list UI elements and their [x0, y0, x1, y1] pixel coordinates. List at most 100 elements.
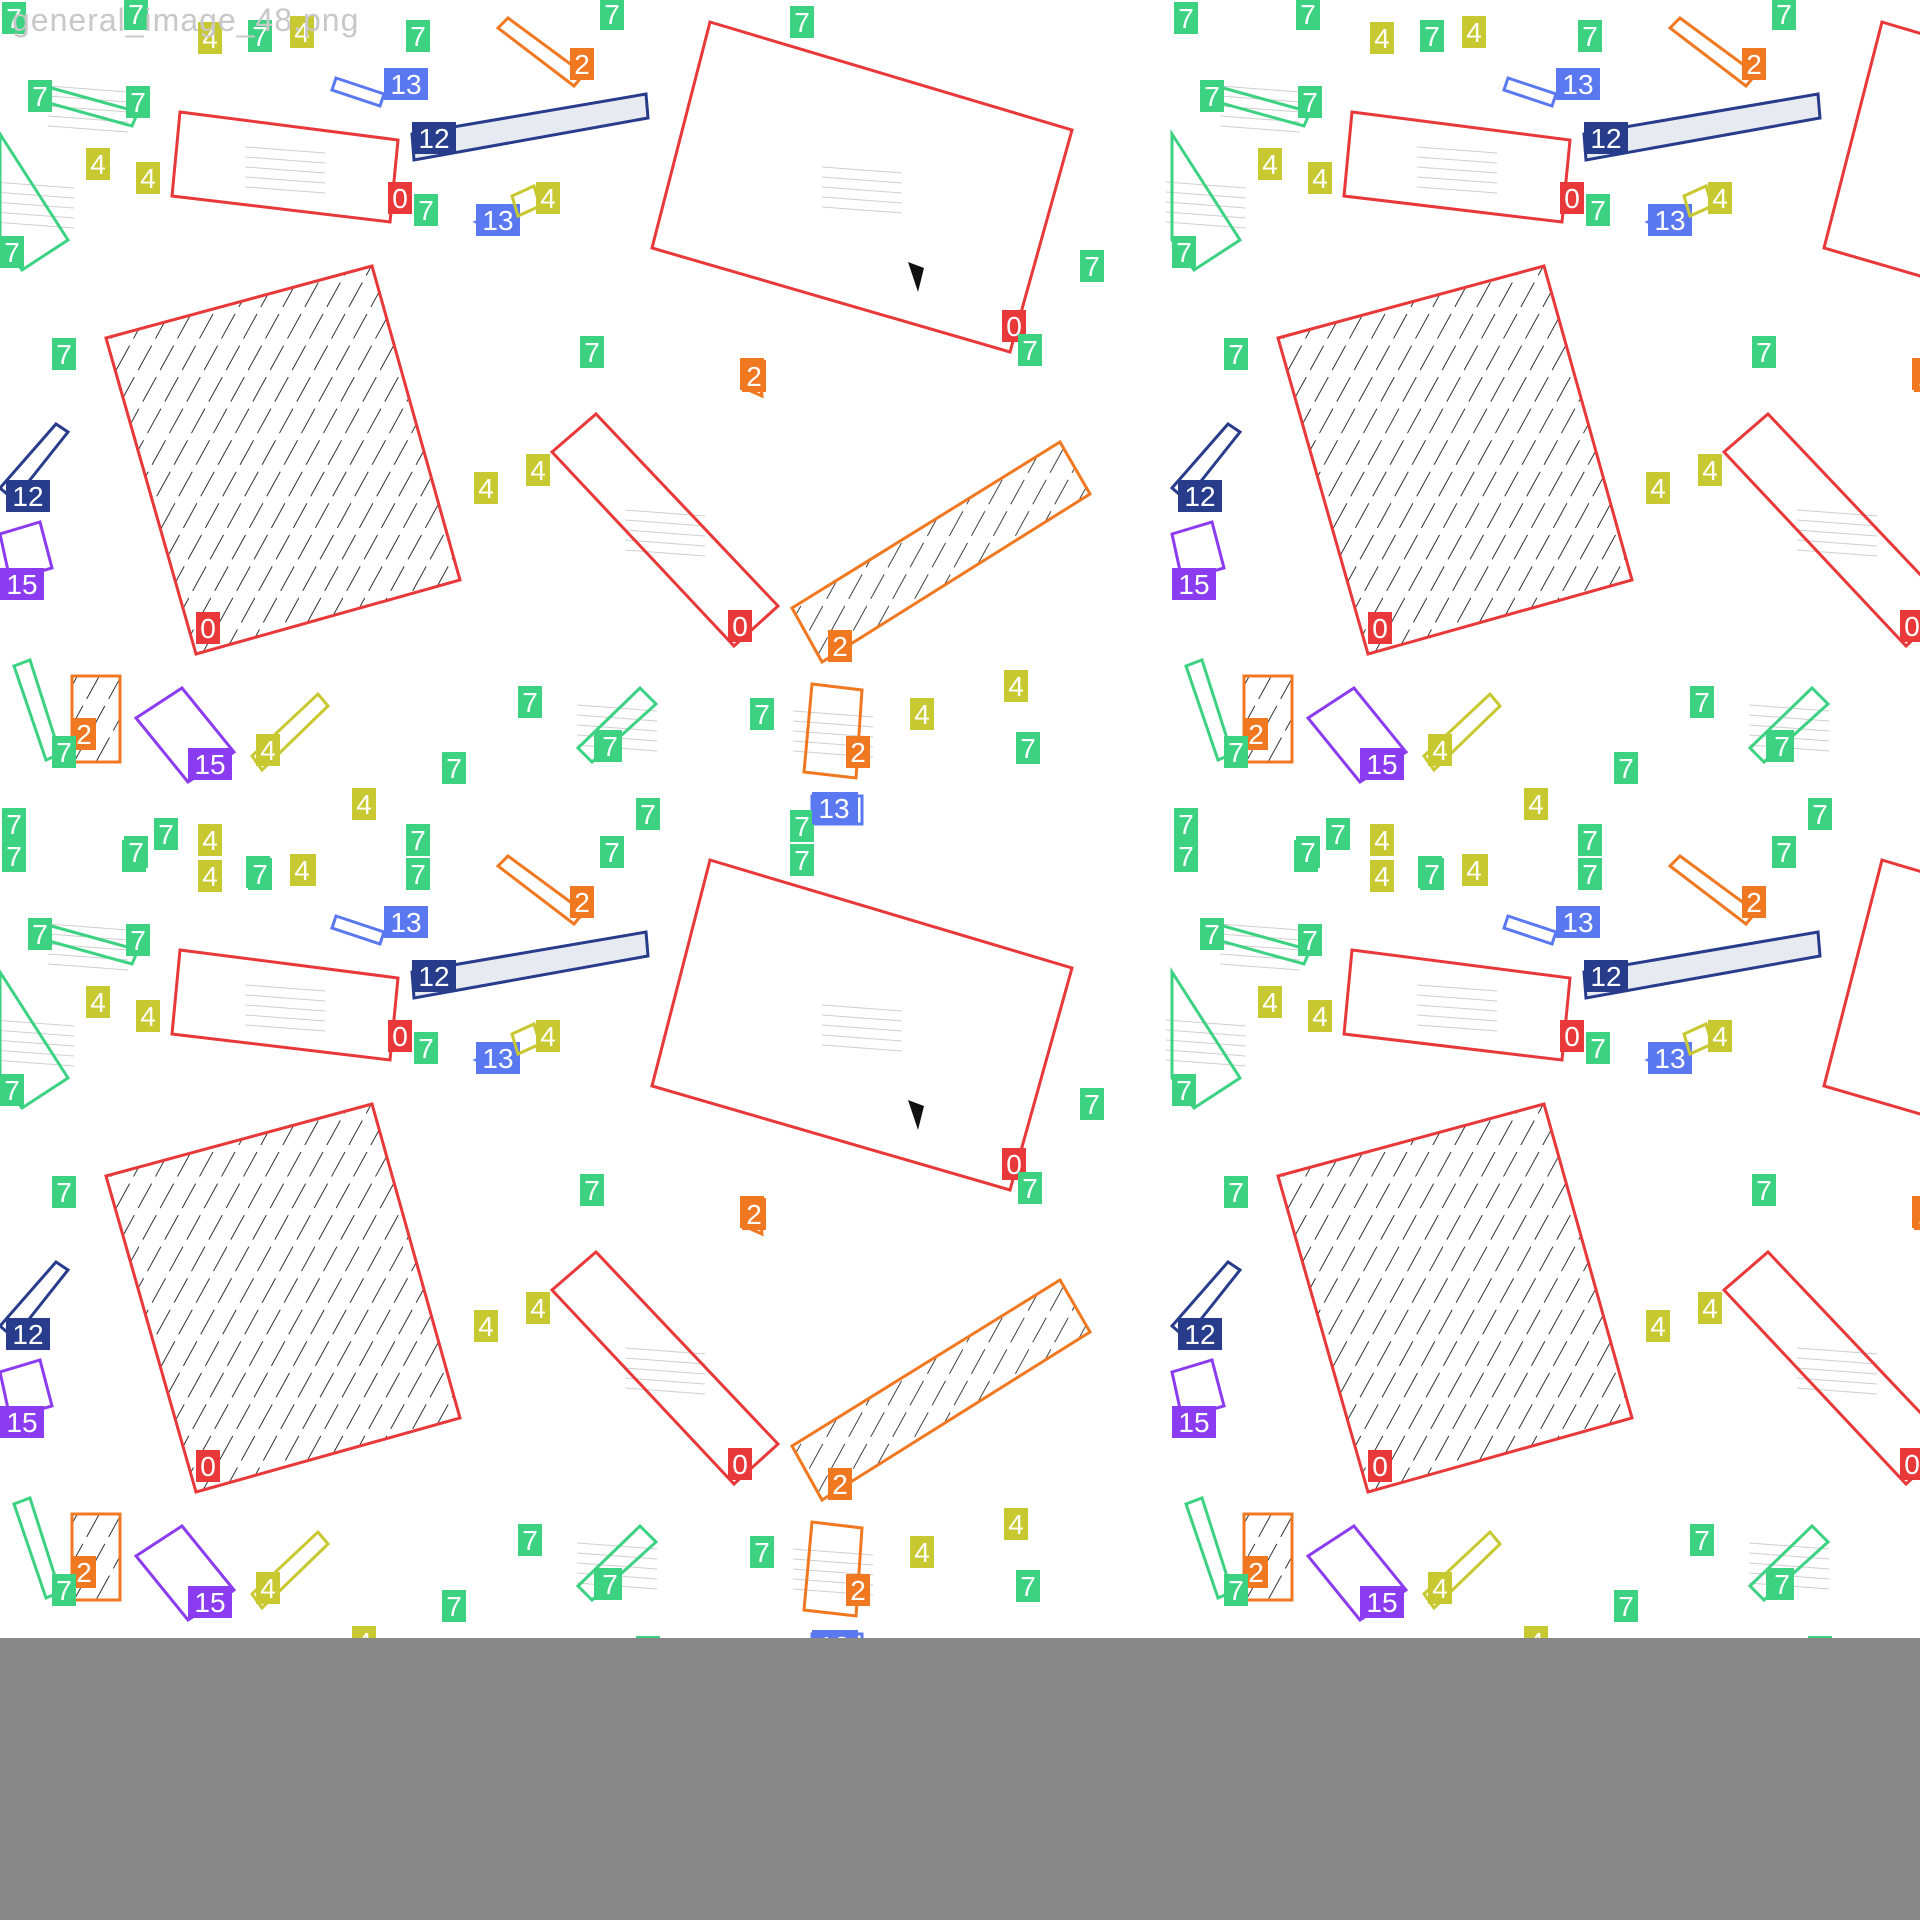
- class-label-tag: 7: [406, 20, 430, 52]
- svg-text:7: 7: [4, 1075, 20, 1106]
- svg-text:2: 2: [1746, 49, 1762, 80]
- svg-text:4: 4: [260, 735, 276, 766]
- svg-text:4: 4: [1374, 861, 1390, 892]
- class-label-tag: 4: [1428, 734, 1452, 766]
- svg-text:4: 4: [914, 1537, 930, 1568]
- class-label-tag: 4: [1708, 182, 1732, 214]
- class-label-tag: 7: [598, 1568, 622, 1600]
- class-label-tag: 2: [1914, 360, 1920, 392]
- box-class-4: 4: [250, 1529, 331, 1611]
- class-label-tag: 7: [1016, 1570, 1040, 1602]
- svg-text:0: 0: [1564, 1021, 1580, 1052]
- class-label-tag: 7: [750, 698, 774, 730]
- svg-text:4: 4: [540, 1021, 556, 1052]
- svg-text:7: 7: [1084, 1089, 1100, 1120]
- class-label-tag: 0: [388, 1020, 412, 1052]
- class-label-tag: 2: [570, 886, 594, 918]
- svg-text:15: 15: [194, 749, 225, 780]
- svg-text:7: 7: [1302, 925, 1318, 956]
- box-class-15: 15: [1305, 1524, 1409, 1622]
- svg-text:7: 7: [522, 1525, 538, 1556]
- box-class-13: 13: [1502, 68, 1600, 108]
- box-class-4: 4: [1422, 691, 1503, 773]
- svg-text:4: 4: [140, 1001, 156, 1032]
- svg-text:4: 4: [1262, 149, 1278, 180]
- detection-overlay: 0000222221212131313151544777777474777744…: [0, 0, 1920, 1638]
- svg-text:13: 13: [1562, 69, 1593, 100]
- svg-text:7: 7: [754, 1537, 770, 1568]
- svg-text:7: 7: [1302, 87, 1318, 118]
- svg-text:0: 0: [1372, 613, 1388, 644]
- class-label-tag: 7: [1614, 1590, 1638, 1622]
- svg-text:0: 0: [1006, 311, 1022, 342]
- class-label-tag: 2: [742, 1198, 766, 1230]
- svg-text:7: 7: [602, 731, 618, 762]
- box-class-4: 4: [1682, 182, 1732, 219]
- class-label-tag: 4: [290, 16, 314, 48]
- svg-text:0: 0: [392, 183, 408, 214]
- box-class-15: 15: [1170, 520, 1226, 600]
- svg-text:0: 0: [1904, 1449, 1920, 1480]
- svg-text:7: 7: [418, 195, 434, 226]
- svg-text:4: 4: [1702, 455, 1718, 486]
- class-label-tag: 7: [1586, 194, 1610, 226]
- svg-text:4: 4: [540, 183, 556, 214]
- class-label-tag: 7: [1224, 1176, 1248, 1208]
- class-label-tag: 7: [790, 810, 814, 842]
- class-label-tag: 7: [1420, 20, 1444, 52]
- svg-text:4: 4: [260, 1573, 276, 1604]
- svg-text:7: 7: [130, 925, 146, 956]
- svg-text:4: 4: [1466, 855, 1482, 886]
- svg-text:13: 13: [482, 1043, 513, 1074]
- box-class-7: 7: [35, 84, 150, 133]
- svg-text:15: 15: [194, 1587, 225, 1618]
- class-label-tag: 7: [1770, 1568, 1794, 1600]
- class-label-tag: 7: [52, 1176, 76, 1208]
- class-label-tag: 4: [1004, 670, 1028, 702]
- svg-text:7: 7: [1178, 841, 1194, 872]
- svg-text:4: 4: [294, 17, 310, 48]
- svg-text:7: 7: [1590, 1033, 1606, 1064]
- class-label-tag: 4: [1308, 1000, 1332, 1032]
- svg-text:4: 4: [202, 825, 218, 856]
- class-label-tag: 7: [1586, 1032, 1610, 1064]
- class-label-tag: 7: [1224, 736, 1248, 768]
- class-label-tag: 4: [1428, 1572, 1452, 1604]
- svg-text:12: 12: [12, 1319, 43, 1350]
- svg-text:7: 7: [32, 919, 48, 950]
- class-label-tag: 13: [384, 906, 428, 938]
- class-label-tag: 7: [1200, 918, 1224, 950]
- svg-text:13: 13: [818, 793, 849, 824]
- box-class-15: 15: [133, 1524, 237, 1622]
- class-label-tag: 4: [352, 1626, 376, 1638]
- box-class-2: 2: [1667, 16, 1766, 89]
- class-label-tag: 7: [1326, 818, 1350, 850]
- class-label-tag: 4: [1462, 16, 1486, 48]
- box-class-13: 13: [472, 204, 520, 236]
- class-label-tag: 7: [1578, 824, 1602, 856]
- svg-text:15: 15: [1366, 749, 1397, 780]
- box-class-2: 2: [495, 16, 594, 89]
- class-label-tag: 7: [1578, 20, 1602, 52]
- class-label-tag: 4: [474, 1310, 498, 1342]
- class-label-tag: 4: [136, 162, 160, 194]
- class-label-tag: 7: [414, 194, 438, 226]
- svg-text:4: 4: [1008, 1509, 1024, 1540]
- svg-text:2: 2: [76, 1557, 92, 1588]
- class-label-tag: 4: [1258, 986, 1282, 1018]
- class-label-tag: 4: [1524, 1626, 1548, 1638]
- svg-text:7: 7: [1776, 837, 1792, 868]
- class-label-tag: 0: [1900, 610, 1920, 642]
- svg-text:7: 7: [1178, 809, 1194, 840]
- class-label-tag: 0: [1002, 1148, 1026, 1180]
- class-label-tag: 4: [86, 986, 110, 1018]
- svg-text:0: 0: [1564, 183, 1580, 214]
- padding-area: [0, 1638, 1920, 1920]
- svg-text:7: 7: [794, 845, 810, 876]
- svg-text:7: 7: [1774, 1569, 1790, 1600]
- class-label-tag: 7: [248, 858, 272, 890]
- box-class-0: 0: [1822, 858, 1920, 1116]
- class-label-tag: 4: [1708, 1020, 1732, 1052]
- svg-text:7: 7: [1776, 0, 1792, 30]
- box-class-2: 2: [1744, 442, 1920, 662]
